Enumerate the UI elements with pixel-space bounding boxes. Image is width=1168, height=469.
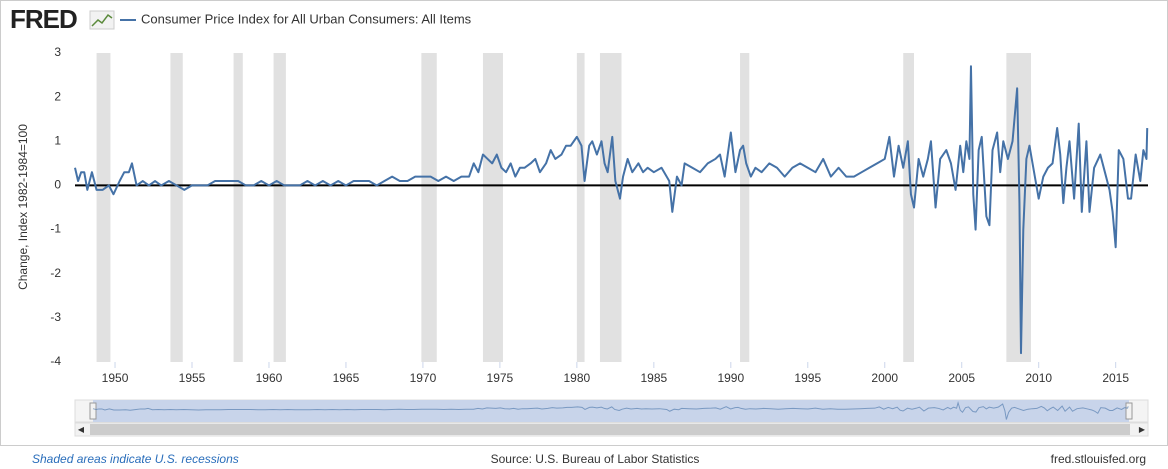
y-tick-label: -4	[50, 354, 61, 368]
y-tick-label: 1	[54, 133, 61, 147]
y-tick-label: -3	[50, 310, 61, 324]
logo-icon	[89, 10, 115, 30]
x-tick-label: 2000	[871, 371, 898, 385]
x-tick-label: 2005	[948, 371, 975, 385]
recession	[96, 53, 111, 362]
navigator: ◀ ▶	[74, 399, 1149, 437]
recession	[599, 53, 622, 362]
x-tick-label: 1975	[487, 371, 514, 385]
x-tick-label: 1995	[794, 371, 821, 385]
recession	[482, 53, 503, 362]
recession	[170, 53, 183, 362]
x-tick-label: 1965	[333, 371, 360, 385]
site[interactable]: fred.stlouisfed.org	[1051, 452, 1146, 466]
x-tick-label: 1990	[717, 371, 744, 385]
legend-label: Consumer Price Index for All Urban Consu…	[141, 11, 472, 26]
x-tick-label: 1950	[102, 371, 129, 385]
x-tick-label: 1985	[640, 371, 667, 385]
x-tick-label: 2015	[1102, 371, 1129, 385]
y-tick-label: -2	[50, 266, 61, 280]
x-tick-label: 2010	[1025, 371, 1052, 385]
y-axis-label: Change, Index 1982-1984=100	[16, 124, 30, 290]
series-line	[74, 65, 1149, 355]
recession	[903, 53, 915, 362]
recession	[273, 53, 286, 362]
recession	[421, 53, 437, 362]
y-tick-label: 3	[54, 45, 61, 59]
navigator-line	[92, 400, 1129, 420]
x-tick-label: 1970	[410, 371, 437, 385]
y-tick-label: 2	[54, 89, 61, 103]
x-tick-label: 1960	[256, 371, 283, 385]
recession-note[interactable]: Shaded areas indicate U.S. recessions	[32, 452, 239, 466]
logo: FRED	[10, 4, 77, 34]
svg-text:◀: ◀	[78, 425, 85, 434]
x-tick-label: 1955	[179, 371, 206, 385]
x-tick-label: 1980	[564, 371, 591, 385]
source: Source: U.S. Bureau of Labor Statistics	[491, 452, 700, 466]
recession	[576, 53, 585, 362]
y-tick-label: 0	[54, 178, 61, 192]
recession	[740, 53, 750, 362]
y-tick-label: -1	[50, 222, 61, 236]
recession	[233, 53, 243, 362]
svg-text:▶: ▶	[1139, 425, 1146, 434]
